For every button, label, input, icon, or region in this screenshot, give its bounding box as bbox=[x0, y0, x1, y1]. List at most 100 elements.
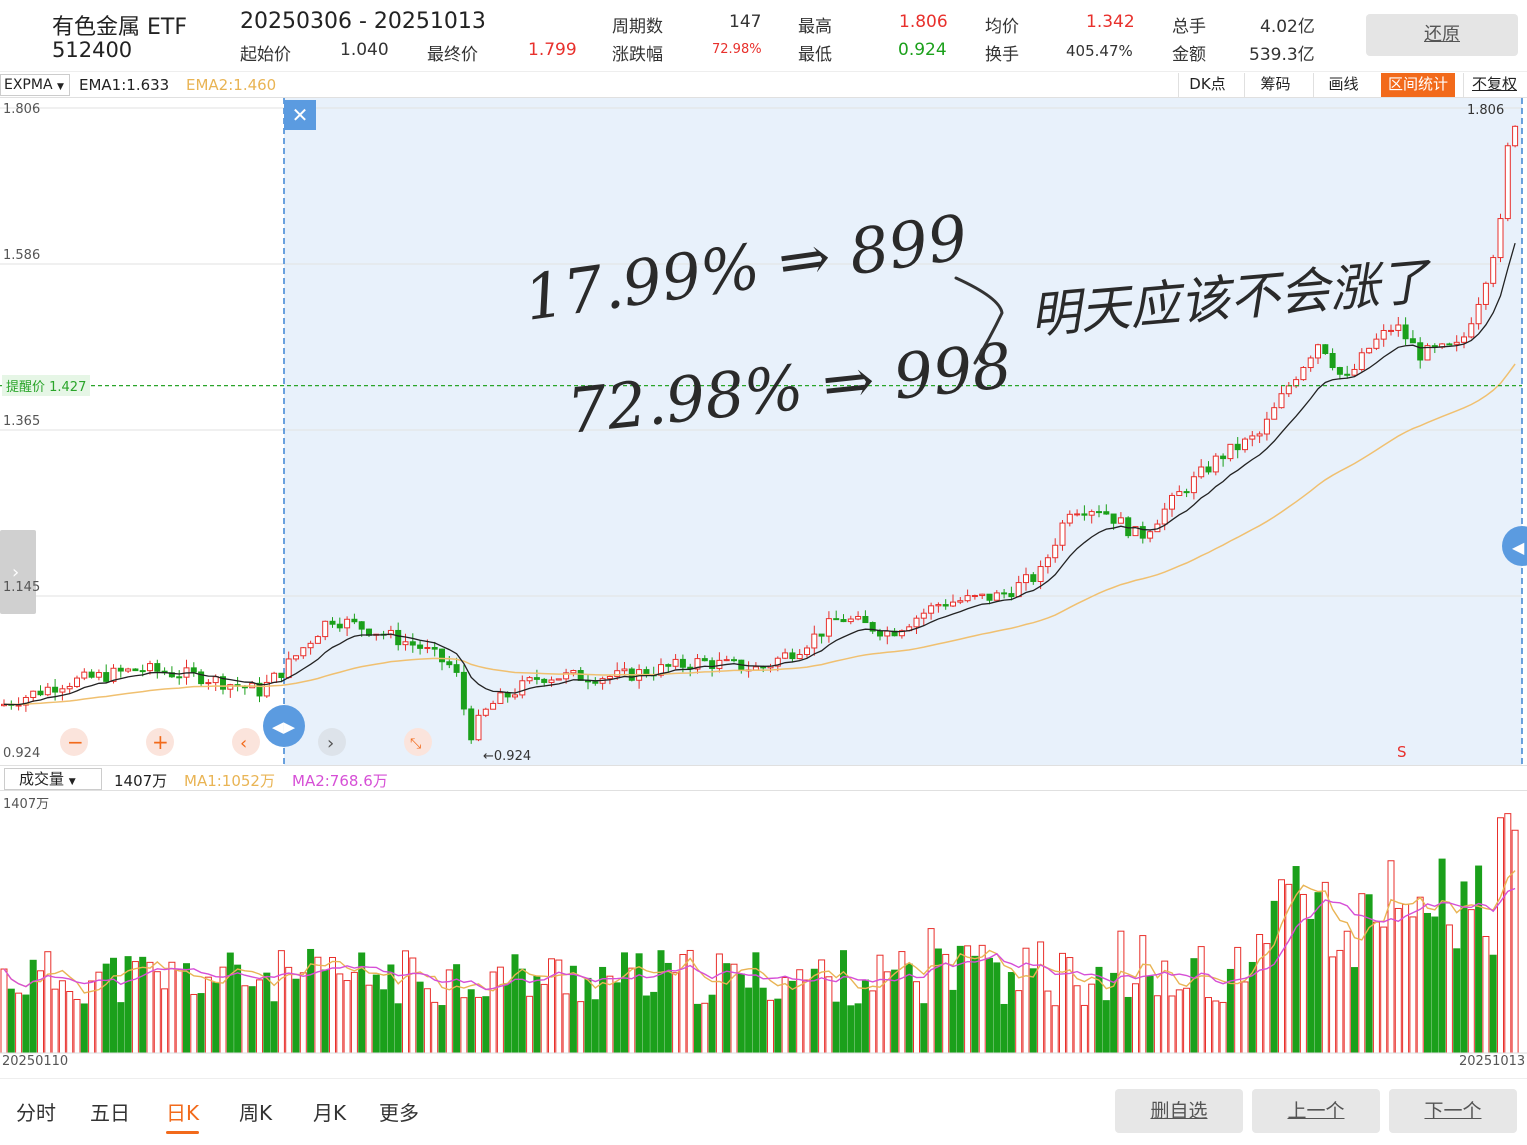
interval-stats-button[interactable]: 区间统计 bbox=[1381, 73, 1455, 97]
candle-body bbox=[329, 620, 336, 625]
start-date-label: 20250110 bbox=[2, 1054, 69, 1069]
volume-bar bbox=[270, 1001, 278, 1054]
candle-body bbox=[497, 692, 504, 704]
candle-body bbox=[1461, 336, 1467, 343]
volume-bar bbox=[1467, 909, 1475, 1054]
candle-body bbox=[1227, 443, 1234, 460]
no-adjust-button[interactable]: 不复权 bbox=[1463, 73, 1525, 97]
candle-body bbox=[825, 618, 832, 637]
volume-chart[interactable]: 1407万 20250110 20251013 bbox=[0, 791, 1527, 1073]
volume-bar bbox=[694, 1003, 701, 1054]
volume-bar bbox=[1314, 892, 1322, 1054]
zoom-out-button[interactable] bbox=[60, 728, 88, 756]
candle-body bbox=[1234, 443, 1241, 451]
candle-body bbox=[672, 658, 679, 667]
chevron-right-icon[interactable]: › bbox=[12, 562, 19, 583]
right-drag-handle[interactable] bbox=[1502, 526, 1527, 566]
volume-bar bbox=[394, 1003, 402, 1054]
candle-body bbox=[446, 661, 453, 666]
candle-body bbox=[103, 672, 110, 682]
volume-bar bbox=[1504, 813, 1512, 1054]
dropdown-arrow-icon: ▼ bbox=[68, 777, 76, 787]
candle-body bbox=[263, 681, 270, 697]
tab-more[interactable]: 更多 bbox=[379, 1101, 419, 1125]
volume-ma2-line bbox=[3, 887, 1516, 991]
candle-body bbox=[1256, 433, 1263, 437]
price-chart[interactable]: 17.99% ⇒ 899 72.98% ⇒ 998 明天应该不会涨了 ✕ 1.8… bbox=[0, 98, 1527, 765]
volume-bar bbox=[1197, 946, 1205, 1054]
volume-bar bbox=[321, 969, 329, 1054]
tab-weekly-k[interactable]: 周K bbox=[239, 1101, 273, 1125]
volume-bar bbox=[496, 966, 504, 1054]
volume-bar bbox=[781, 977, 789, 1054]
remove-watchlist-button[interactable]: 删自选 bbox=[1115, 1089, 1243, 1133]
candle-body bbox=[1023, 574, 1029, 584]
volume-bar bbox=[723, 963, 731, 1054]
scroll-left-button[interactable] bbox=[232, 728, 260, 756]
chip-button[interactable]: 筹码 bbox=[1244, 73, 1306, 97]
volume-bar bbox=[292, 978, 300, 1054]
tab-daily-k[interactable]: 日K bbox=[166, 1097, 200, 1134]
volume-bar bbox=[1000, 1003, 1008, 1054]
volume-bar bbox=[526, 995, 534, 1054]
dropdown-arrow-icon: ▼ bbox=[57, 82, 64, 92]
volume-bar bbox=[548, 958, 555, 1054]
end-price-value: 1.799 bbox=[528, 40, 577, 60]
volume-bar bbox=[1321, 881, 1329, 1054]
candle-body bbox=[1409, 338, 1416, 344]
y-label-2: 1.586 bbox=[3, 248, 41, 263]
volume-bar bbox=[511, 954, 519, 1054]
volume-bar bbox=[131, 961, 139, 1054]
candle-body bbox=[37, 690, 44, 696]
previous-button[interactable]: 上一个 bbox=[1252, 1089, 1380, 1133]
next-button[interactable]: 下一个 bbox=[1389, 1089, 1517, 1133]
volume-bar bbox=[7, 988, 15, 1054]
price-chart-svg[interactable]: 17.99% ⇒ 899 72.98% ⇒ 998 明天应该不会涨了 ✕ 1.8… bbox=[0, 98, 1527, 765]
volume-bar bbox=[796, 969, 804, 1054]
zoom-in-button[interactable] bbox=[146, 728, 174, 756]
volume-bar bbox=[1270, 900, 1278, 1054]
candle-body bbox=[81, 671, 88, 679]
start-price-label: 起始价 bbox=[240, 45, 291, 65]
close-icon[interactable]: ✕ bbox=[292, 103, 309, 127]
candle-body bbox=[22, 696, 29, 706]
left-drag-handle[interactable] bbox=[263, 705, 305, 747]
volume-bar bbox=[139, 956, 147, 1054]
volume-bar bbox=[613, 982, 621, 1054]
interval-selection-area[interactable] bbox=[284, 98, 1522, 765]
close-interval-button[interactable]: ✕ bbox=[284, 100, 316, 130]
scroll-right-button[interactable] bbox=[318, 728, 346, 756]
high-value: 1.806 bbox=[899, 12, 948, 32]
volume-bar bbox=[1117, 930, 1125, 1054]
candle-body bbox=[760, 666, 767, 669]
candle-body bbox=[1307, 357, 1314, 369]
volume-chart-svg[interactable] bbox=[0, 791, 1527, 1073]
shrink-button[interactable] bbox=[404, 728, 432, 756]
volume-bar bbox=[825, 976, 833, 1054]
volume-bar bbox=[1511, 829, 1519, 1054]
volume-bar bbox=[1153, 995, 1161, 1054]
volume-bar bbox=[971, 955, 979, 1054]
candle-body bbox=[957, 600, 964, 603]
candle-body bbox=[285, 658, 292, 679]
volume-selector[interactable]: 成交量 ▼ bbox=[4, 768, 102, 790]
left-panel-tab[interactable] bbox=[0, 530, 36, 614]
dk-point-button[interactable]: DK点 bbox=[1178, 73, 1236, 97]
tab-intraday[interactable]: 分时 bbox=[16, 1101, 56, 1125]
tab-monthly-k[interactable]: 月K bbox=[313, 1101, 347, 1125]
volume-bar bbox=[1431, 916, 1439, 1054]
volume-bar bbox=[1190, 958, 1198, 1054]
candle-body bbox=[74, 677, 80, 687]
draw-line-button[interactable]: 画线 bbox=[1313, 73, 1373, 97]
candle-body bbox=[563, 672, 570, 680]
indicator-selector[interactable]: EXPMA ▼ bbox=[0, 74, 70, 96]
candle-body bbox=[869, 622, 876, 632]
restore-button[interactable]: 还原 bbox=[1366, 14, 1518, 56]
tab-five-day[interactable]: 五日 bbox=[90, 1101, 130, 1125]
volume-bar bbox=[380, 989, 388, 1054]
alert-price-label[interactable]: 提醒价 1.427 bbox=[2, 375, 91, 396]
candle-body bbox=[1329, 352, 1336, 369]
candle-body bbox=[621, 668, 628, 672]
shrink-icon: ⤡ bbox=[410, 736, 421, 752]
candle-body bbox=[212, 676, 219, 684]
